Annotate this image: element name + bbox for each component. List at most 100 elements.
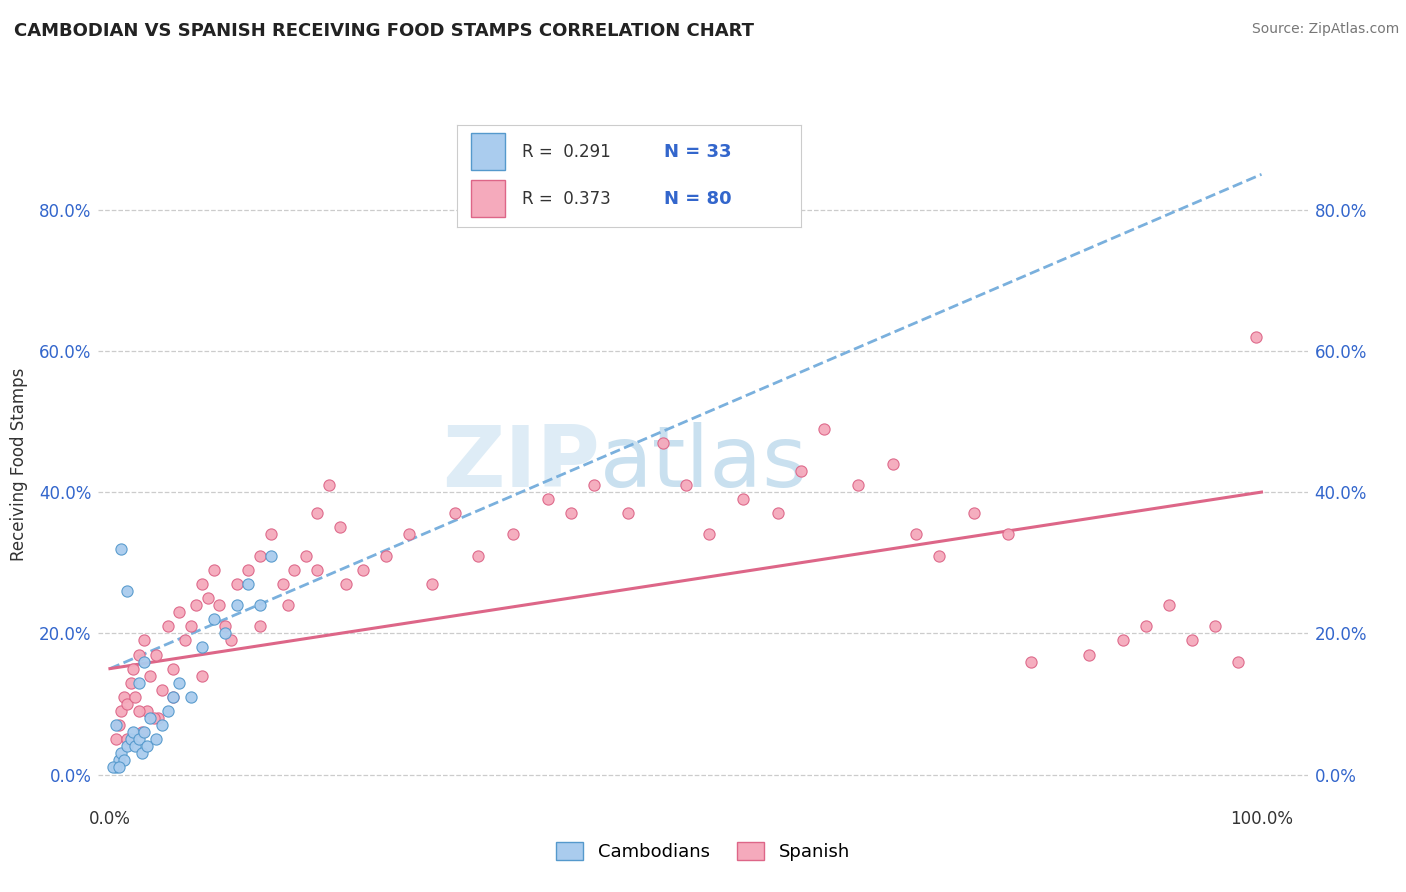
Point: [335, 577, 357, 591]
Point: [124, 690, 146, 704]
Point: [790, 464, 813, 478]
Point: [156, 619, 179, 633]
Point: [1077, 648, 1099, 662]
Point: [1019, 655, 1042, 669]
Point: [236, 563, 259, 577]
Point: [467, 549, 489, 563]
Point: [162, 690, 184, 704]
Point: [110, 704, 132, 718]
Point: [128, 732, 150, 747]
Point: [139, 711, 162, 725]
Text: ZIP: ZIP: [443, 422, 600, 506]
Point: [124, 739, 146, 754]
Point: [582, 478, 605, 492]
Point: [249, 598, 271, 612]
Point: [110, 747, 132, 761]
Point: [135, 739, 157, 754]
Point: [112, 753, 135, 767]
Point: [110, 541, 132, 556]
Point: [560, 506, 582, 520]
Point: [283, 563, 305, 577]
Point: [1181, 633, 1204, 648]
Point: [108, 760, 131, 774]
Point: [202, 612, 225, 626]
Point: [294, 549, 316, 563]
Point: [120, 675, 142, 690]
Point: [108, 718, 131, 732]
Point: [142, 711, 165, 725]
Point: [173, 633, 195, 648]
Point: [145, 732, 167, 747]
Point: [766, 506, 789, 520]
Point: [375, 549, 398, 563]
Point: [208, 598, 231, 612]
Point: [122, 662, 145, 676]
Point: [104, 732, 127, 747]
Point: [115, 739, 138, 754]
Point: [398, 527, 420, 541]
Point: [502, 527, 524, 541]
Point: [675, 478, 697, 492]
FancyBboxPatch shape: [471, 133, 505, 170]
Point: [115, 697, 138, 711]
Point: [134, 633, 156, 648]
Point: [120, 732, 142, 747]
Point: [307, 563, 329, 577]
Point: [191, 577, 214, 591]
FancyBboxPatch shape: [471, 180, 505, 218]
Point: [108, 753, 131, 767]
Point: [318, 478, 340, 492]
Point: [882, 457, 904, 471]
Point: [202, 563, 225, 577]
Point: [617, 506, 640, 520]
Point: [145, 648, 167, 662]
Point: [122, 725, 145, 739]
Point: [905, 527, 928, 541]
Point: [651, 435, 673, 450]
Point: [277, 598, 299, 612]
Point: [134, 725, 156, 739]
Point: [104, 718, 127, 732]
Point: [219, 633, 242, 648]
Point: [128, 648, 150, 662]
Point: [1204, 619, 1226, 633]
Point: [813, 421, 835, 435]
Point: [162, 662, 184, 676]
Point: [150, 682, 173, 697]
Point: [128, 704, 150, 718]
Point: [115, 732, 138, 747]
Point: [733, 492, 755, 507]
Point: [1112, 633, 1135, 648]
Point: [697, 527, 720, 541]
Point: [150, 718, 173, 732]
Text: atlas: atlas: [600, 422, 808, 506]
Point: [249, 619, 271, 633]
Point: [444, 506, 467, 520]
Point: [128, 675, 150, 690]
Point: [139, 669, 162, 683]
Point: [1244, 330, 1267, 344]
Point: [134, 655, 156, 669]
Text: CAMBODIAN VS SPANISH RECEIVING FOOD STAMPS CORRELATION CHART: CAMBODIAN VS SPANISH RECEIVING FOOD STAM…: [14, 22, 754, 40]
Point: [180, 619, 202, 633]
Point: [1159, 598, 1181, 612]
Point: [271, 577, 294, 591]
Point: [962, 506, 984, 520]
Point: [167, 675, 190, 690]
Point: [135, 704, 157, 718]
Point: [1135, 619, 1157, 633]
Text: R =  0.373: R = 0.373: [523, 190, 612, 208]
Point: [1227, 655, 1250, 669]
Point: [162, 690, 184, 704]
Point: [422, 577, 444, 591]
Point: [214, 619, 236, 633]
Point: [848, 478, 870, 492]
Point: [260, 549, 283, 563]
Point: [191, 669, 214, 683]
Point: [131, 747, 153, 761]
Point: [536, 492, 558, 507]
Y-axis label: Receiving Food Stamps: Receiving Food Stamps: [10, 368, 28, 560]
Legend: Cambodians, Spanish: Cambodians, Spanish: [550, 835, 856, 868]
Point: [156, 704, 179, 718]
Point: [997, 527, 1019, 541]
